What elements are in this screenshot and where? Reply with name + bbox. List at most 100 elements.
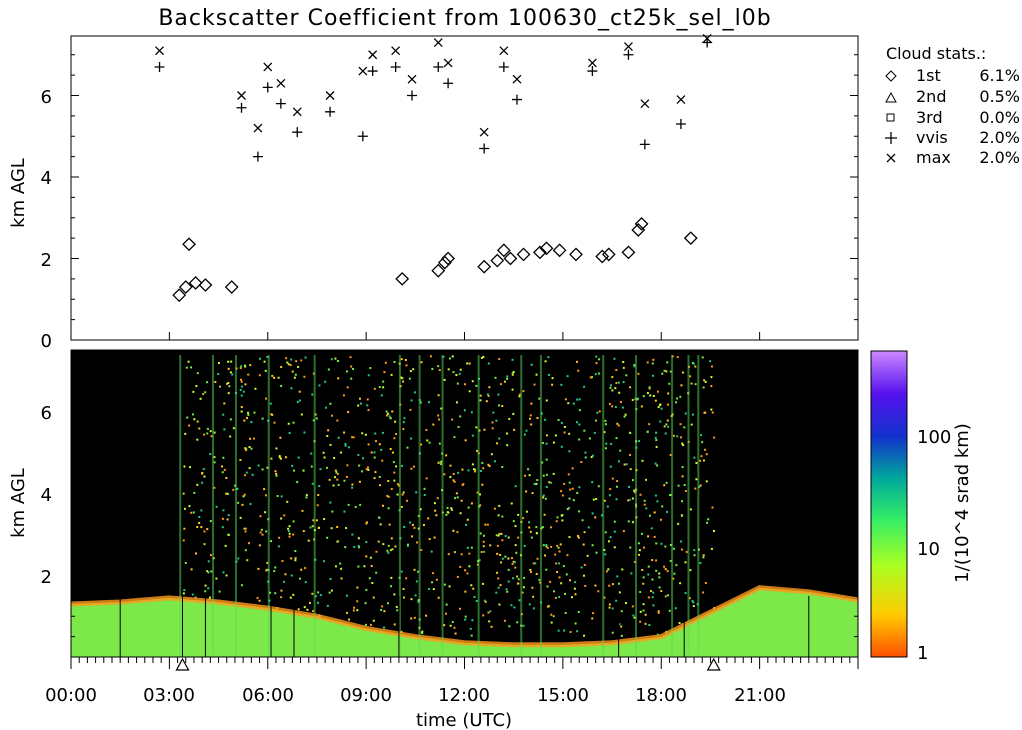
noise-speck — [326, 604, 329, 607]
noise-speck — [396, 483, 399, 486]
noise-speck — [488, 620, 491, 623]
noise-speck — [541, 441, 544, 444]
noise-speck — [604, 531, 607, 534]
noise-speck — [661, 372, 664, 375]
noise-speck — [552, 615, 555, 618]
noise-speck — [584, 584, 587, 587]
noise-speck — [340, 567, 343, 570]
noise-speck — [363, 565, 366, 568]
noise-speck — [643, 546, 646, 549]
noise-speck — [487, 362, 490, 365]
noise-speck — [655, 431, 658, 434]
noise-speck — [546, 585, 549, 588]
noise-speck — [373, 456, 376, 459]
noise-speck — [346, 370, 349, 373]
noise-speck — [672, 434, 675, 437]
noise-speck — [658, 572, 661, 575]
noise-speck — [623, 463, 626, 466]
noise-speck — [227, 367, 230, 370]
noise-speck — [266, 568, 269, 571]
legend-label: vvis — [916, 128, 948, 147]
scatter-point-vvis — [623, 49, 634, 60]
noise-speck — [591, 481, 594, 484]
noise-speck — [531, 492, 534, 495]
noise-speck — [638, 440, 641, 443]
noise-speck — [183, 589, 186, 592]
noise-speck — [685, 550, 688, 553]
noise-speck — [447, 368, 450, 371]
noise-speck — [595, 355, 598, 358]
noise-speck — [244, 364, 247, 367]
noise-speck — [199, 397, 202, 400]
noise-speck — [415, 580, 418, 583]
noise-speck — [501, 405, 504, 408]
noise-speck — [297, 365, 300, 368]
noise-speck — [220, 465, 223, 468]
noise-speck — [566, 375, 569, 378]
noise-speck — [512, 560, 515, 563]
noise-speck — [372, 619, 375, 622]
noise-speck — [354, 505, 357, 508]
noise-speck — [419, 508, 422, 511]
noise-speck — [336, 540, 339, 543]
noise-speck — [286, 500, 289, 503]
noise-speck — [413, 616, 416, 619]
noise-speck — [466, 362, 469, 365]
noise-speck — [423, 493, 426, 496]
noise-speck — [454, 497, 457, 500]
noise-speck — [545, 434, 548, 437]
noise-speck — [637, 542, 640, 545]
noise-speck — [497, 514, 500, 517]
noise-speck — [530, 363, 533, 366]
noise-speck — [402, 428, 405, 431]
noise-speck — [479, 532, 482, 535]
noise-speck — [438, 442, 441, 445]
noise-speck — [339, 451, 342, 454]
noise-speck — [575, 421, 578, 424]
noise-speck — [580, 566, 583, 569]
noise-speck — [336, 478, 339, 481]
noise-speck — [196, 438, 199, 441]
noise-speck — [406, 499, 409, 502]
noise-speck — [249, 503, 252, 506]
noise-speck — [431, 581, 434, 584]
noise-speck — [596, 411, 599, 414]
noise-speck — [676, 356, 679, 359]
noise-speck — [497, 586, 500, 589]
noise-speck — [303, 606, 306, 609]
noise-speck — [466, 518, 469, 521]
noise-speck — [279, 436, 282, 439]
noise-speck — [390, 487, 393, 490]
noise-speck — [586, 554, 589, 557]
noise-speck — [506, 432, 509, 435]
noise-speck — [298, 390, 301, 393]
noise-speck — [496, 552, 499, 555]
noise-speck — [556, 571, 559, 574]
noise-speck — [387, 412, 390, 415]
noise-speck — [488, 465, 491, 468]
noise-speck — [659, 404, 662, 407]
noise-speck — [327, 429, 330, 432]
noise-speck — [273, 570, 276, 573]
noise-speck — [467, 469, 470, 472]
noise-speck — [707, 518, 710, 521]
noise-speck — [692, 362, 695, 365]
noise-speck — [324, 380, 327, 383]
noise-speck — [266, 466, 269, 469]
noise-speck — [512, 520, 515, 523]
noise-speck — [694, 365, 697, 368]
noise-speck — [437, 414, 440, 417]
noise-speck — [552, 441, 555, 444]
noise-speck — [656, 464, 659, 467]
noise-speck — [317, 526, 320, 529]
noise-speck — [632, 614, 635, 617]
scatter-point-max — [676, 95, 686, 105]
noise-speck — [400, 464, 403, 467]
noise-speck — [550, 526, 553, 529]
noise-speck — [572, 402, 575, 405]
noise-speck — [497, 577, 500, 580]
noise-speck — [604, 553, 607, 556]
noise-speck — [296, 401, 299, 404]
noise-speck — [681, 442, 684, 445]
noise-speck — [278, 455, 281, 458]
